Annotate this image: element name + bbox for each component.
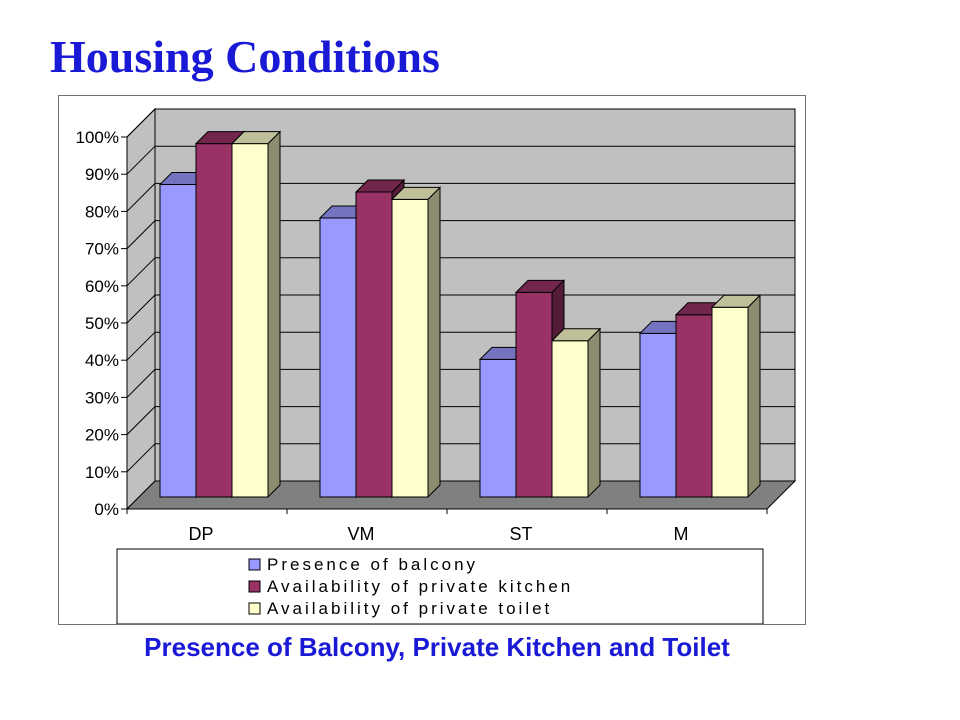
legend-label: Presence of balcony [267,555,478,574]
side-gridline [126,257,156,287]
side-gridline [126,443,156,473]
bar [711,306,749,498]
bar-side [587,327,601,499]
x-category-label: ST [509,524,532,544]
y-tick-label: 70% [85,240,119,259]
side-gridline [126,406,156,435]
legend-swatch [248,580,261,593]
y-tick-label: 80% [85,202,119,221]
bar [319,217,357,498]
bar [355,191,393,498]
side-gridline [126,145,156,175]
chart-frame: 0% 10% 20% 30% 40% 50% 60% 70% 80% 90% 100% DP VM ST M… [58,95,806,625]
bar [159,184,197,498]
bar-top [354,179,406,193]
bar [515,291,553,498]
y-tick-label: 60% [85,277,119,296]
bar-top [550,328,602,342]
y-tick-label: 100% [76,128,119,147]
bar [391,198,429,498]
bar [639,332,677,498]
side-gridline [126,183,156,212]
bar-side [427,186,441,499]
x-category-label: VM [348,524,375,544]
bar [231,143,269,498]
bar-top [710,294,762,308]
side-gridline [126,108,156,138]
bar-chart: 0% 10% 20% 30% 40% 50% 60% 70% 80% 90% 100% DP VM ST M… [76,107,797,624]
bar [479,358,517,498]
side-gridline [126,220,156,249]
y-tick-label: 50% [85,314,119,333]
x-category-label: M [674,524,689,544]
y-tick-label: 0% [94,500,119,519]
side-gridline [126,369,156,398]
y-tick-label: 40% [85,351,119,370]
y-tick-label: 10% [85,463,119,482]
side-gridline [126,294,156,324]
legend-swatch [248,558,261,571]
bar-side [747,294,761,499]
bar [675,314,713,498]
slide-title: Housing Conditions [50,31,440,82]
legend-label: Availability of private toilet [267,599,552,618]
legend-box [116,548,764,624]
bar [195,143,233,498]
x-category-label: DP [188,524,213,544]
legend-label: Availability of private kitchen [267,577,573,596]
y-tick-label: 90% [85,165,119,184]
bar [551,340,589,498]
y-tick-label: 20% [85,426,119,445]
y-tick-label: 30% [85,388,119,407]
bar-top [390,186,442,200]
bar-top [230,131,282,145]
bar-top [514,279,566,293]
bar-side [267,130,281,499]
chart-caption: Presence of Balcony, Private Kitchen and… [144,632,730,662]
side-gridline [126,331,156,361]
legend-swatch [248,602,261,615]
